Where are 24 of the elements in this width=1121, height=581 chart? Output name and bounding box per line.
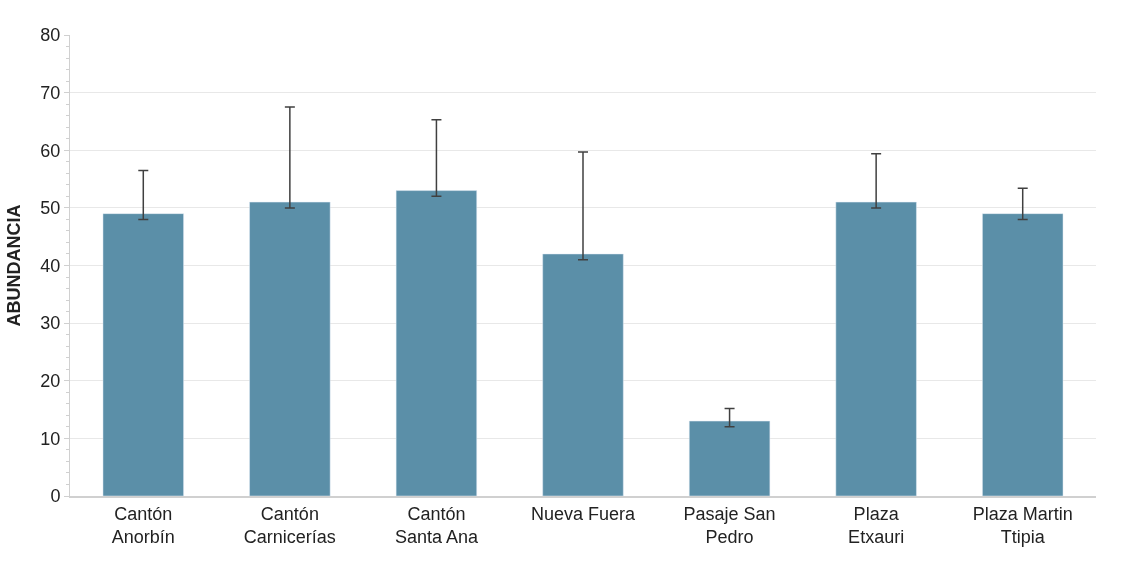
x-tick-label: Pasaje San Pedro	[683, 503, 776, 547]
x-tick-label: Cantón Carnicerías	[243, 503, 336, 547]
x-tick-label: Plaza Etxauri	[848, 503, 905, 547]
bar	[689, 420, 771, 496]
bar	[395, 190, 477, 496]
x-tick-label: Nueva Fuera	[530, 503, 637, 524]
y-tick-label: 40	[40, 255, 61, 276]
y-tick-label: 10	[40, 428, 61, 449]
y-tick-label: 50	[40, 198, 61, 219]
y-tick-label: 80	[40, 25, 61, 46]
y-tick-label: 0	[50, 486, 61, 507]
bar	[542, 253, 624, 496]
y-tick-label: 20	[40, 371, 61, 392]
x-tick-label: Plaza Martin Ttipia	[972, 503, 1073, 547]
bar	[982, 213, 1064, 496]
x-tick-label: Cantón Anorbín	[111, 503, 175, 547]
y-tick-label: 70	[40, 82, 61, 103]
bar	[249, 201, 331, 496]
bar	[835, 201, 917, 496]
bar	[102, 213, 184, 496]
y-axis-title: ABUNDANCIA	[3, 204, 24, 327]
y-tick-label: 60	[40, 140, 61, 161]
x-tick-label: Cantón Santa Ana	[394, 503, 479, 547]
y-tick-label: 30	[40, 313, 61, 334]
